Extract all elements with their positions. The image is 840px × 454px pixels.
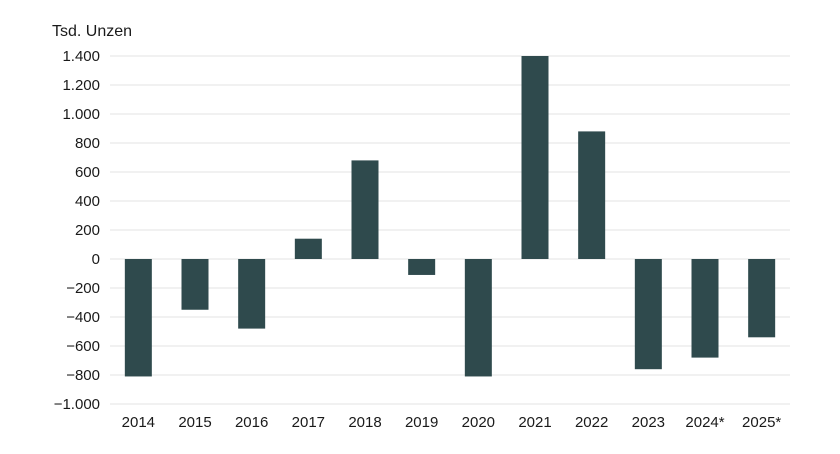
bar-2021: [521, 56, 549, 259]
bar-2024-est: [691, 259, 719, 358]
y-tick-label: −600: [66, 338, 100, 355]
y-tick-label: 1.000: [62, 106, 100, 123]
bar-2022: [578, 131, 606, 259]
x-tick-label: 2024*: [685, 414, 724, 431]
y-axis-title: Tsd. Unzen: [52, 23, 132, 40]
bar-2023: [634, 259, 662, 370]
x-tick-label: 2021: [518, 414, 551, 431]
x-tick-label: 2023: [632, 414, 665, 431]
y-tick-label: −200: [66, 280, 100, 297]
y-tick-label: 800: [75, 135, 100, 152]
y-tick-label: −800: [66, 367, 100, 384]
y-tick-label: 1.200: [62, 77, 100, 94]
x-tick-label: 2022: [575, 414, 608, 431]
grid-lines: [110, 55, 790, 405]
x-tick-label: 2018: [348, 414, 381, 431]
y-tick-label: −400: [66, 309, 100, 326]
y-tick-label: 1.400: [62, 48, 100, 65]
bar-2015: [181, 259, 209, 310]
y-tick-label: 400: [75, 193, 100, 210]
bars: [124, 56, 776, 377]
bar-2020: [464, 259, 492, 377]
x-tick-label: 2020: [462, 414, 495, 431]
y-tick-label: 0: [92, 251, 100, 268]
x-tick-label: 2025*: [742, 414, 781, 431]
bar-2018: [351, 160, 379, 259]
y-axis-ticks: 1.400 1.200 1.000 800 600 400 200 0 −200 −400 −600…: [54, 48, 100, 413]
x-tick-label: 2014: [122, 414, 155, 431]
x-tick-label: 2015: [178, 414, 211, 431]
bar-2017: [294, 238, 322, 259]
y-tick-label: 600: [75, 164, 100, 181]
bar-2019: [408, 259, 436, 275]
x-tick-label: 2019: [405, 414, 438, 431]
bar-2016: [238, 259, 266, 329]
x-tick-label: 2016: [235, 414, 268, 431]
y-tick-label: 200: [75, 222, 100, 239]
x-tick-label: 2017: [292, 414, 325, 431]
bar-2025-est: [748, 259, 776, 338]
bar-2014: [124, 259, 152, 377]
x-axis-ticks: 2014 2015 2016 2017 2018 2019 2020 2021 2022 2023…: [122, 414, 782, 431]
y-tick-label: −1.000: [54, 396, 100, 413]
